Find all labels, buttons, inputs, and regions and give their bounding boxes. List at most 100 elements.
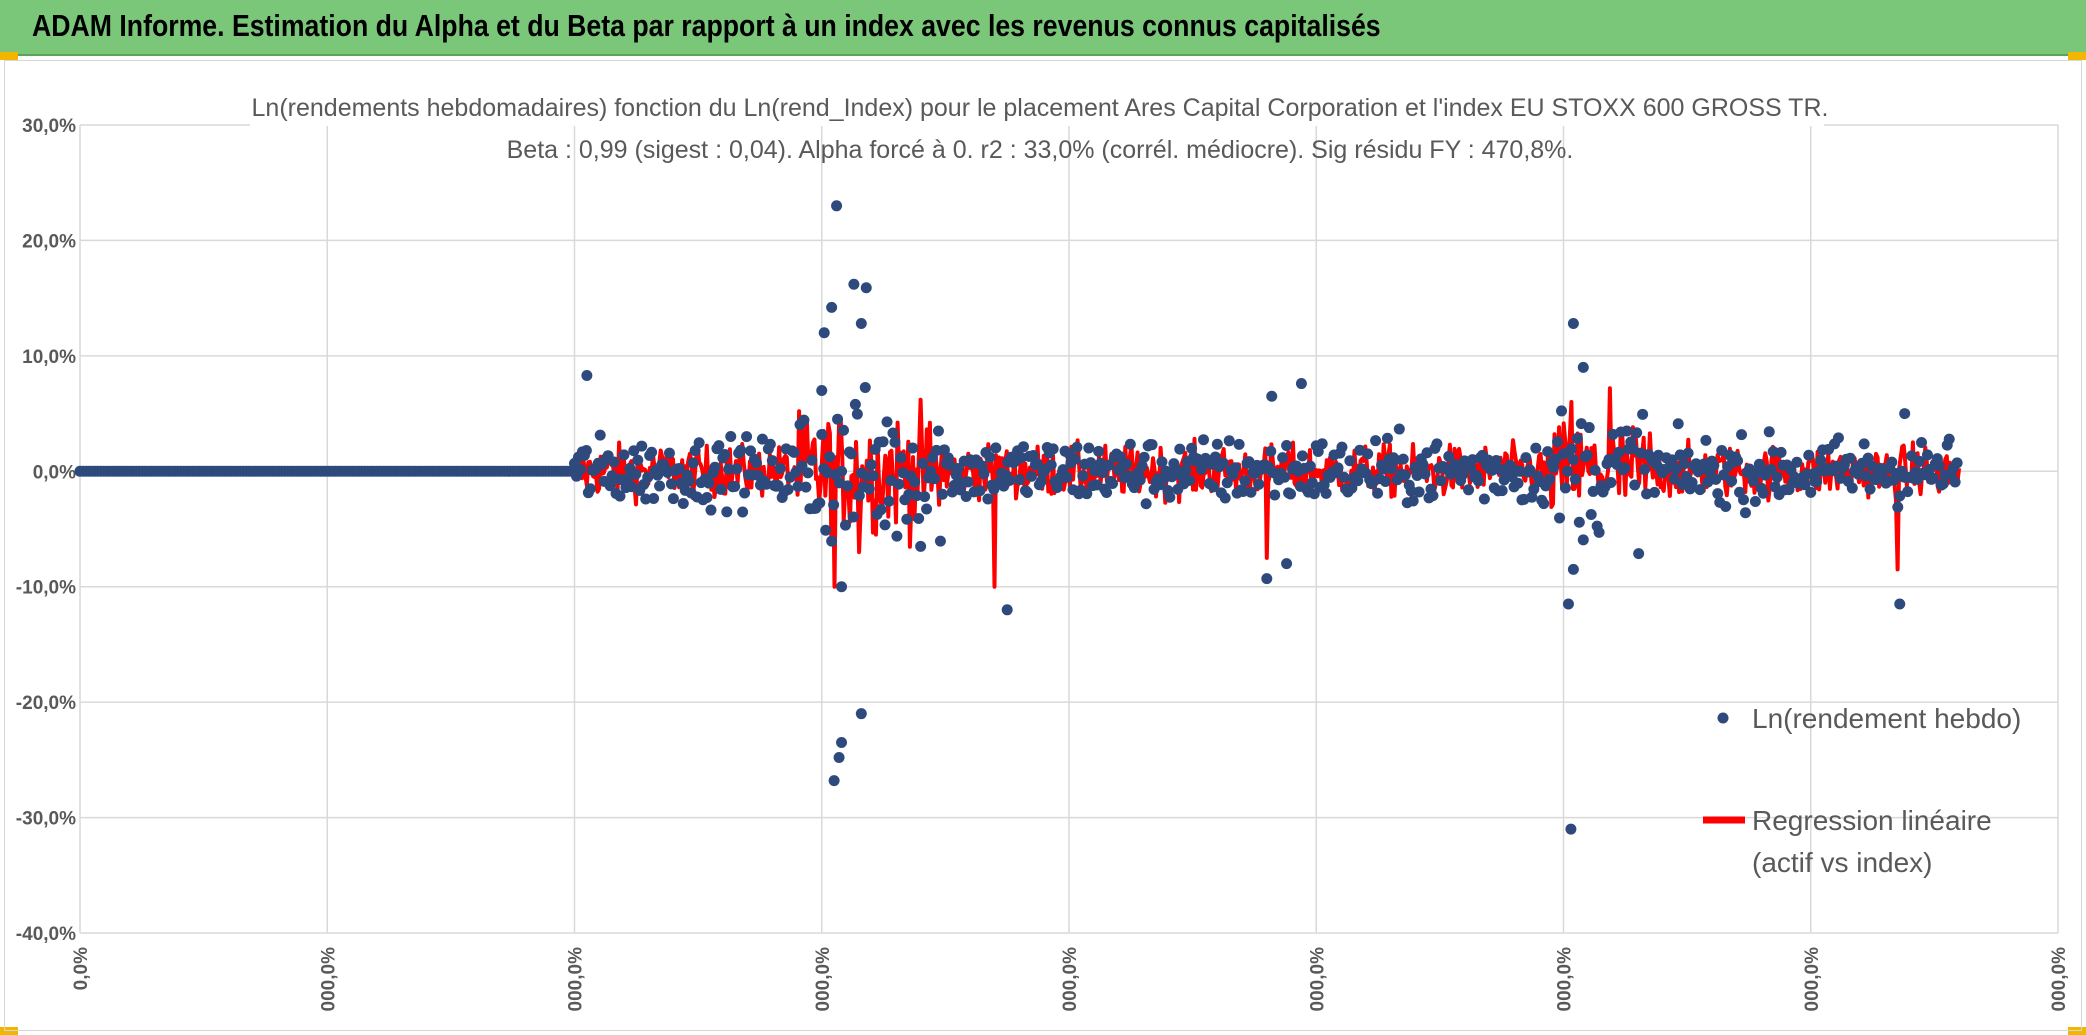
data-point bbox=[1134, 474, 1146, 486]
data-point bbox=[982, 493, 994, 505]
data-point bbox=[895, 452, 907, 464]
data-point-outlier bbox=[848, 278, 860, 290]
data-point bbox=[984, 451, 996, 463]
data-point bbox=[1844, 452, 1856, 464]
data-point bbox=[800, 481, 812, 493]
data-point bbox=[1435, 475, 1447, 487]
data-point bbox=[693, 437, 705, 449]
data-point bbox=[1164, 491, 1176, 503]
data-point bbox=[584, 483, 596, 495]
data-point bbox=[1577, 534, 1589, 546]
data-point bbox=[841, 480, 853, 492]
data-point bbox=[901, 513, 913, 525]
data-point bbox=[865, 459, 877, 471]
data-point bbox=[1397, 453, 1409, 465]
data-point bbox=[1472, 475, 1484, 487]
data-point bbox=[1949, 476, 1961, 488]
data-point bbox=[648, 492, 660, 504]
data-point bbox=[1561, 465, 1573, 477]
data-point bbox=[883, 495, 895, 507]
data-point-outlier bbox=[1577, 361, 1589, 373]
data-point bbox=[1811, 476, 1823, 488]
data-point bbox=[1229, 462, 1241, 474]
data-point bbox=[766, 455, 778, 467]
data-point bbox=[881, 416, 893, 428]
data-point bbox=[1219, 492, 1231, 504]
data-point bbox=[1571, 432, 1583, 444]
data-point bbox=[735, 444, 747, 456]
data-point bbox=[1767, 446, 1779, 458]
data-point bbox=[851, 408, 863, 420]
data-point bbox=[1146, 439, 1158, 451]
data-point bbox=[729, 480, 741, 492]
data-point bbox=[1069, 453, 1081, 465]
data-point bbox=[1496, 485, 1508, 497]
corner-marker-top-left bbox=[0, 52, 18, 60]
data-point bbox=[832, 413, 844, 425]
data-point bbox=[1619, 462, 1631, 474]
data-point bbox=[723, 463, 735, 475]
legend-marker-points bbox=[1717, 712, 1729, 724]
data-point bbox=[1538, 498, 1550, 510]
data-point bbox=[907, 442, 919, 454]
axis-layer: 30,0% 20,0% 10,0% 0,0% -10,0% -20,0% -30,0% -40… bbox=[16, 116, 2070, 1011]
data-point bbox=[1136, 460, 1148, 472]
data-point bbox=[824, 451, 836, 463]
data-point bbox=[1554, 512, 1566, 524]
data-point bbox=[1021, 486, 1033, 498]
chart-subtitle: Beta : 0,99 (sigest : 0,04). Alpha forcé… bbox=[507, 136, 1574, 164]
x-tick-label: 000,0% bbox=[1802, 947, 1823, 1012]
data-point bbox=[1700, 434, 1712, 446]
legend: Ln(rendement hebdo) Regression linéaire … bbox=[1703, 703, 2021, 878]
data-point bbox=[1775, 446, 1787, 458]
data-point bbox=[1799, 479, 1811, 491]
data-point bbox=[826, 535, 838, 547]
data-point bbox=[1378, 463, 1390, 475]
data-point bbox=[715, 483, 727, 495]
data-point bbox=[1583, 422, 1595, 434]
data-point-outlier bbox=[1565, 823, 1577, 835]
data-point bbox=[1362, 448, 1374, 460]
data-point bbox=[1417, 459, 1429, 471]
data-point bbox=[1209, 451, 1221, 463]
data-point bbox=[687, 457, 699, 469]
data-point bbox=[1101, 487, 1113, 499]
x-tick-label: 000,0% bbox=[813, 947, 834, 1012]
data-point bbox=[1678, 458, 1690, 470]
data-point bbox=[1739, 507, 1751, 519]
data-point bbox=[816, 428, 828, 440]
data-point bbox=[782, 484, 794, 496]
data-point bbox=[1556, 405, 1568, 417]
data-point bbox=[1045, 459, 1057, 471]
data-point bbox=[1749, 495, 1761, 507]
data-point bbox=[863, 483, 875, 495]
data-point bbox=[839, 519, 851, 531]
data-point bbox=[604, 480, 616, 492]
data-point bbox=[1352, 475, 1364, 487]
data-point bbox=[1285, 488, 1297, 500]
data-point bbox=[867, 470, 879, 482]
data-point bbox=[1771, 471, 1783, 483]
data-point bbox=[893, 478, 905, 490]
data-point bbox=[1921, 449, 1933, 461]
data-point bbox=[632, 454, 644, 466]
data-point bbox=[1478, 493, 1490, 505]
data-point bbox=[915, 540, 927, 552]
data-point-outlier bbox=[1899, 408, 1911, 420]
data-point bbox=[1943, 433, 1955, 445]
data-point bbox=[1567, 454, 1579, 466]
data-point bbox=[1605, 477, 1617, 489]
data-point bbox=[1559, 482, 1571, 494]
data-point bbox=[1805, 486, 1817, 498]
data-point bbox=[1413, 486, 1425, 498]
data-point bbox=[1593, 526, 1605, 538]
data-point bbox=[1372, 487, 1384, 499]
data-point bbox=[952, 463, 964, 475]
data-point bbox=[1528, 483, 1540, 495]
data-point bbox=[737, 506, 749, 518]
data-point-outlier bbox=[1266, 390, 1278, 402]
data-point-outlier bbox=[816, 384, 828, 396]
data-point bbox=[1457, 469, 1469, 481]
data-point bbox=[713, 440, 725, 452]
data-point bbox=[1081, 488, 1093, 500]
